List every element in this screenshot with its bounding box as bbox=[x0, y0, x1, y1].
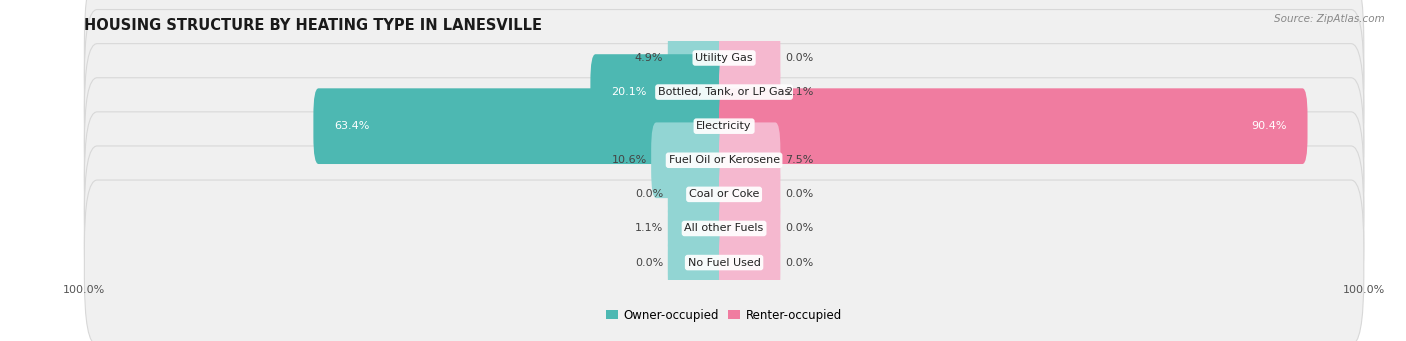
FancyBboxPatch shape bbox=[314, 88, 730, 164]
Text: Source: ZipAtlas.com: Source: ZipAtlas.com bbox=[1274, 14, 1385, 24]
Text: 90.4%: 90.4% bbox=[1251, 121, 1286, 131]
Text: No Fuel Used: No Fuel Used bbox=[688, 257, 761, 268]
Text: 0.0%: 0.0% bbox=[636, 257, 664, 268]
Text: Fuel Oil or Kerosene: Fuel Oil or Kerosene bbox=[668, 155, 780, 165]
FancyBboxPatch shape bbox=[591, 54, 730, 130]
Text: 20.1%: 20.1% bbox=[612, 87, 647, 97]
FancyBboxPatch shape bbox=[84, 112, 1364, 277]
FancyBboxPatch shape bbox=[668, 20, 730, 96]
Text: 0.0%: 0.0% bbox=[785, 189, 813, 199]
Text: 7.5%: 7.5% bbox=[785, 155, 813, 165]
Text: 63.4%: 63.4% bbox=[335, 121, 370, 131]
Text: 0.0%: 0.0% bbox=[785, 53, 813, 63]
Text: 0.0%: 0.0% bbox=[785, 223, 813, 234]
FancyBboxPatch shape bbox=[718, 88, 1308, 164]
FancyBboxPatch shape bbox=[84, 0, 1364, 140]
Text: Coal or Coke: Coal or Coke bbox=[689, 189, 759, 199]
FancyBboxPatch shape bbox=[718, 54, 780, 130]
Text: 4.9%: 4.9% bbox=[636, 53, 664, 63]
FancyBboxPatch shape bbox=[651, 122, 730, 198]
FancyBboxPatch shape bbox=[718, 157, 780, 232]
Legend: Owner-occupied, Renter-occupied: Owner-occupied, Renter-occupied bbox=[600, 304, 848, 326]
FancyBboxPatch shape bbox=[84, 146, 1364, 311]
FancyBboxPatch shape bbox=[718, 122, 780, 198]
FancyBboxPatch shape bbox=[84, 10, 1364, 175]
Text: 2.1%: 2.1% bbox=[785, 87, 813, 97]
Text: All other Fuels: All other Fuels bbox=[685, 223, 763, 234]
FancyBboxPatch shape bbox=[668, 225, 730, 300]
Text: 0.0%: 0.0% bbox=[785, 257, 813, 268]
Text: HOUSING STRUCTURE BY HEATING TYPE IN LANESVILLE: HOUSING STRUCTURE BY HEATING TYPE IN LAN… bbox=[84, 18, 543, 33]
FancyBboxPatch shape bbox=[668, 157, 730, 232]
Text: Utility Gas: Utility Gas bbox=[696, 53, 752, 63]
Text: 1.1%: 1.1% bbox=[636, 223, 664, 234]
FancyBboxPatch shape bbox=[668, 191, 730, 266]
FancyBboxPatch shape bbox=[718, 191, 780, 266]
Text: 0.0%: 0.0% bbox=[636, 189, 664, 199]
Text: Bottled, Tank, or LP Gas: Bottled, Tank, or LP Gas bbox=[658, 87, 790, 97]
FancyBboxPatch shape bbox=[84, 44, 1364, 209]
FancyBboxPatch shape bbox=[84, 180, 1364, 341]
Text: 10.6%: 10.6% bbox=[612, 155, 647, 165]
Text: Electricity: Electricity bbox=[696, 121, 752, 131]
FancyBboxPatch shape bbox=[718, 20, 780, 96]
FancyBboxPatch shape bbox=[718, 225, 780, 300]
FancyBboxPatch shape bbox=[84, 78, 1364, 243]
